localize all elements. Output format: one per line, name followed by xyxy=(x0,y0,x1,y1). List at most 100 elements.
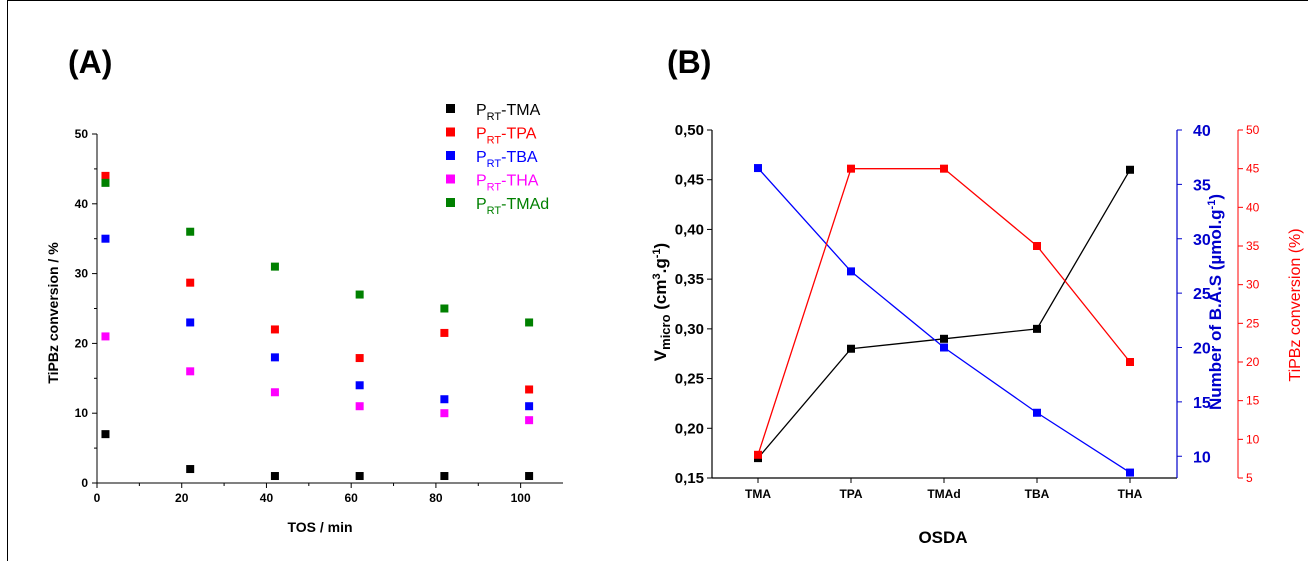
panel-b-point-right1 xyxy=(1033,408,1041,417)
panel-b-left-tick-label: 0,30 xyxy=(675,321,704,338)
panel-a-y-tick-label: 0 xyxy=(81,476,88,490)
panel-b-line-right1 xyxy=(757,167,1131,474)
panel-a-point-tha xyxy=(101,332,110,341)
panel-b-point-right2 xyxy=(940,164,948,173)
panel-a-x-tick-label: 20 xyxy=(175,491,189,505)
panel-b-point-right1 xyxy=(1126,468,1134,477)
panel-a-point-tma xyxy=(270,472,279,481)
panel-b-right-tick-label: 30 xyxy=(1193,232,1211,249)
panel-a-point-tha xyxy=(440,409,449,418)
panel-b-far-right-axis-label: TiPBz conversion (%) xyxy=(1287,228,1304,381)
panel-a-point-tba xyxy=(525,402,534,411)
legend-label-tba: PRT-TBA xyxy=(476,149,538,170)
panel-b-x-tick-label: TMAd xyxy=(927,487,960,501)
legend-label-tmad: PRT-TMAd xyxy=(476,196,549,217)
panel-a-point-tma xyxy=(525,472,534,481)
panel-a-point-tma xyxy=(440,472,449,481)
panel-b-left-tick-label: 0,35 xyxy=(675,271,704,288)
panel-a-x-tick-label: 0 xyxy=(94,491,101,505)
panel-b-far-right-tick-label: 35 xyxy=(1246,239,1260,253)
panel-b-point-right2 xyxy=(1033,242,1041,250)
panel-b-right-tick-label: 15 xyxy=(1193,395,1211,412)
panel-b-far-right-tick-label: 15 xyxy=(1246,394,1260,408)
panel-b-x-axis-label: OSDA xyxy=(918,528,967,547)
panel-a-point-tmad xyxy=(186,227,195,236)
panel-a-point-tpa xyxy=(101,171,110,180)
panel-a-point-tma xyxy=(101,430,110,439)
panel-a-point-tba xyxy=(101,234,110,243)
panel-a-y-tick-label: 10 xyxy=(75,406,89,420)
panel-b-point-right1 xyxy=(754,164,762,173)
panel-b-far-right-tick-label: 50 xyxy=(1246,123,1260,137)
panel-b-point-right1 xyxy=(847,267,855,276)
panel-a-point-tpa xyxy=(186,278,195,287)
panel-b-point-right2 xyxy=(1126,358,1134,366)
panel-b: (B) TMA TPA TMAd TBA THA 0,15 0,20 0,25 0,30 0,35… xyxy=(651,44,1304,547)
panel-b-x-tick-label: TBA xyxy=(1025,487,1050,501)
panel-a-point-tpa xyxy=(270,325,279,334)
panel-a-point-tba xyxy=(355,381,364,390)
panel-a-x-tick-label: 80 xyxy=(429,491,443,505)
panel-b-far-right-tick-label: 25 xyxy=(1246,316,1260,330)
panel-a-point-tha xyxy=(355,402,364,411)
panel-b-point-right2 xyxy=(847,164,855,173)
panel-b-x-tick-label: THA xyxy=(1118,487,1143,501)
panel-a-point-tmad xyxy=(101,178,110,187)
panel-b-right-axis-label: Number of B.A.S (µmol.g-1) xyxy=(1206,194,1225,410)
panel-b-far-right-tick-label: 45 xyxy=(1246,162,1260,176)
panel-a-y-tick-label: 40 xyxy=(75,197,89,211)
panel-b-left-tick-label: 0,25 xyxy=(675,371,704,388)
panel-b-far-right-tick-label: 5 xyxy=(1246,471,1253,485)
panel-b-point-right1 xyxy=(940,343,948,352)
panel-b-left-tick-label: 0,20 xyxy=(675,420,704,437)
panel-b-point-right2 xyxy=(754,450,762,459)
panel-b-left-tick-label: 0,40 xyxy=(675,221,704,238)
panel-b-point-left xyxy=(1126,165,1134,174)
panel-a-label: (A) xyxy=(68,44,112,80)
panel-a-x-tick-label: 100 xyxy=(511,491,531,505)
panel-a-point-tmad xyxy=(270,262,279,271)
panel-a-point-tpa xyxy=(355,354,364,363)
panel-a-y-tick-label: 50 xyxy=(75,127,89,141)
legend-label-tpa: PRT-TPA xyxy=(476,126,537,147)
panel-b-left-tick-label: 0,45 xyxy=(675,172,704,189)
panel-b-far-right-tick-label: 10 xyxy=(1246,432,1260,446)
panel-a-y-axis-label: TiPBz conversion / % xyxy=(45,242,61,384)
panel-a-point-tpa xyxy=(440,328,449,337)
panel-a-point-tba xyxy=(440,395,449,404)
panel-a-point-tmad xyxy=(440,304,449,313)
panel-a-x-tick-label: 60 xyxy=(345,491,359,505)
panel-a-x-axis-label: TOS / min xyxy=(287,519,352,535)
panel-b-far-right-tick-label: 20 xyxy=(1246,355,1260,369)
legend-marker-tba xyxy=(446,151,455,160)
legend-marker-tmad xyxy=(446,198,455,207)
panel-b-right-tick-label: 40 xyxy=(1193,123,1211,140)
panel-b-right-tick-label: 25 xyxy=(1193,286,1211,303)
panel-b-point-left xyxy=(940,334,948,343)
panel-a-point-tmad xyxy=(355,290,364,299)
panel-a-point-tma xyxy=(355,472,364,481)
panel-b-left-tick-label: 0,15 xyxy=(675,470,704,487)
panel-a-y-tick-label: 30 xyxy=(75,267,89,281)
panel-a-point-tha xyxy=(525,416,534,425)
panel-a-point-tha xyxy=(186,367,195,376)
panel-a-point-tmad xyxy=(525,318,534,327)
panel-a-point-tba xyxy=(270,353,279,362)
legend-label-tha: PRT-THA xyxy=(476,173,539,194)
panel-b-far-right-tick-label: 30 xyxy=(1246,278,1260,292)
panel-b-line-left xyxy=(757,169,1131,459)
panel-b-line-right2 xyxy=(757,168,1131,456)
panel-a-point-tma xyxy=(186,465,195,474)
panel-a-point-tha xyxy=(270,388,279,397)
legend-label-tma: PRT-TMA xyxy=(476,102,541,123)
panel-a-x-tick-label: 40 xyxy=(260,491,274,505)
panel-b-point-left xyxy=(1033,324,1041,333)
panel-b-right-tick-label: 20 xyxy=(1193,341,1211,358)
panel-a-y-tick-label: 20 xyxy=(75,336,89,350)
panel-b-label: (B) xyxy=(667,44,711,80)
panel-b-right-tick-label: 10 xyxy=(1193,449,1211,466)
panel-b-x-tick-label: TPA xyxy=(839,487,862,501)
